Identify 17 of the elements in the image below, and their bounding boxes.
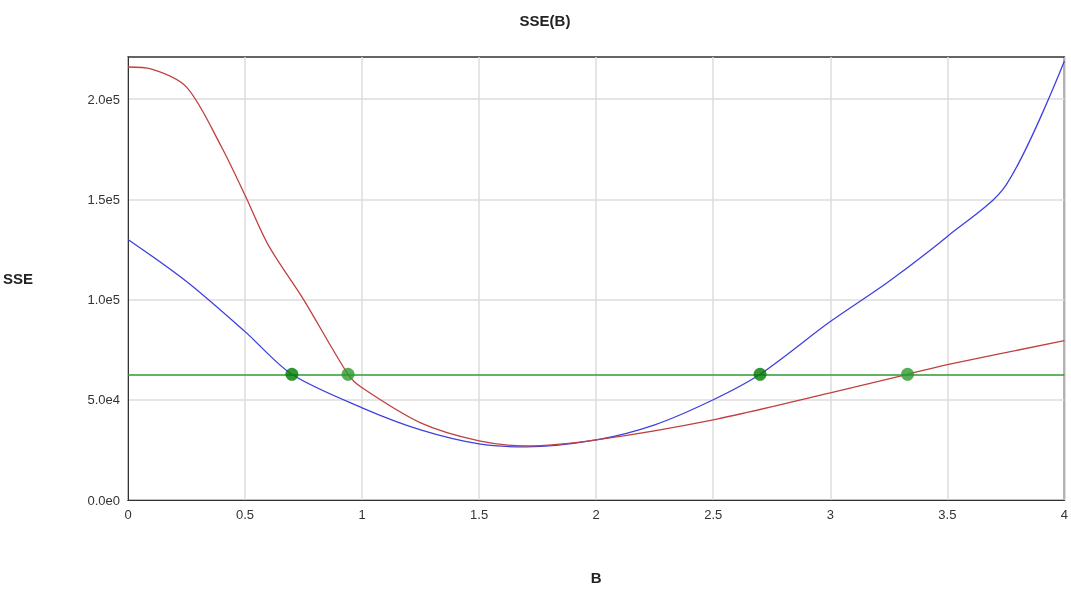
x-tick-label: 2 (592, 507, 600, 522)
x-tick-label: 3 (826, 507, 834, 522)
y-axis-title: SSE (3, 270, 34, 287)
x-tick-label: 1 (358, 507, 366, 522)
y-tick-label: 1.5e5 (87, 191, 121, 207)
x-tick-label: 0 (124, 507, 132, 522)
y-tick-label: 1.0e5 (87, 292, 121, 308)
chart-title: SSE(B) (519, 12, 571, 29)
x-axis-title: B (590, 569, 602, 586)
y-tick-label: 2.0e5 (87, 91, 121, 107)
x-tick-label: 1.5 (470, 507, 489, 522)
y-tick-label: 5.0e4 (87, 392, 121, 408)
x-tick-label: 4 (1060, 507, 1068, 522)
x-tick-label: 0.5 (236, 507, 255, 522)
y-tick-label: 0.0e0 (87, 492, 121, 508)
x-tick-label: 3.5 (938, 507, 957, 522)
x-tick-label: 2.5 (704, 507, 723, 522)
